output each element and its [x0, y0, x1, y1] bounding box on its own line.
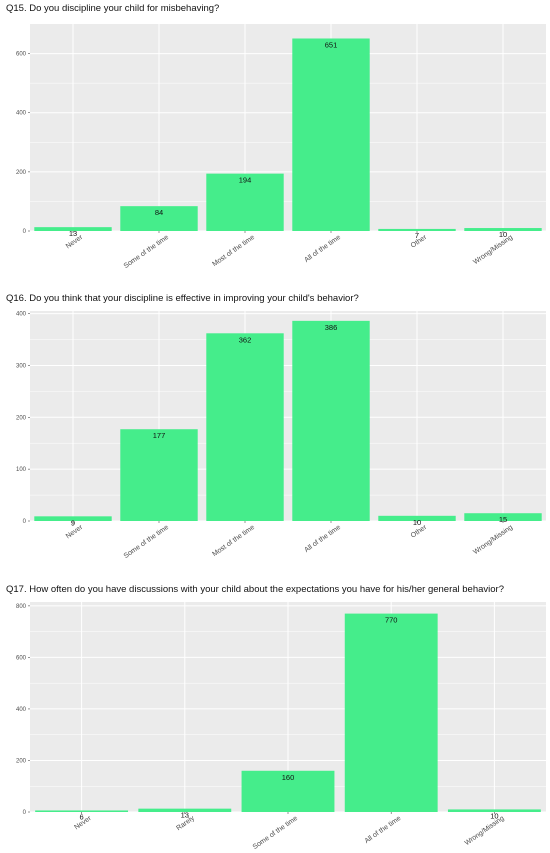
bar — [206, 173, 284, 231]
chart-q16-plot: 01002003004009Never177Some of the time36… — [16, 311, 546, 560]
x-tick-label: Wrong/Missing — [472, 524, 514, 556]
bar — [292, 320, 370, 521]
x-tick-label: Wrong/Missing — [472, 234, 514, 266]
bar-value-label: 10 — [499, 230, 507, 239]
chart-title: Q17. How often do you have discussions w… — [6, 584, 504, 595]
chart-q15: Q15. Do you discipline your child for mi… — [0, 3, 550, 278]
x-tick-label: Some of the time — [252, 815, 299, 851]
chart-q17: Q17. How often do you have discussions w… — [0, 584, 550, 853]
x-tick-label: Some of the time — [123, 234, 170, 270]
x-tick-label: Wrong/Missing — [464, 815, 506, 847]
x-tick-label: Other — [410, 234, 429, 250]
bar — [35, 810, 129, 812]
bar-value-label: 177 — [153, 431, 166, 440]
bar — [447, 809, 541, 812]
chart-title: Q15. Do you discipline your child for mi… — [6, 3, 220, 14]
y-tick-label: 400 — [16, 312, 27, 318]
y-tick-label: 400 — [16, 111, 27, 117]
y-tick-label: 400 — [16, 707, 27, 713]
x-tick-label: Most of the time — [211, 234, 256, 268]
y-tick-label: 600 — [16, 52, 27, 58]
bar-value-label: 194 — [239, 176, 252, 185]
bar-value-label: 362 — [239, 335, 252, 344]
y-tick-label: 200 — [16, 170, 27, 176]
y-tick-label: 300 — [16, 363, 27, 369]
bar — [120, 429, 198, 521]
bar — [464, 228, 542, 231]
chart-q16: Q16. Do you think that your discipline i… — [0, 293, 550, 568]
x-tick-label: All of the time — [303, 234, 342, 264]
bar-value-label: 84 — [155, 208, 163, 217]
plot-background — [30, 24, 546, 231]
bar — [464, 513, 542, 521]
bar — [378, 228, 456, 231]
bar — [34, 227, 112, 231]
y-tick-label: 0 — [23, 519, 27, 525]
bar — [344, 613, 438, 812]
bar-value-label: 160 — [282, 773, 295, 782]
bar-value-label: 10 — [490, 811, 498, 820]
bar — [120, 206, 198, 231]
bar — [378, 515, 456, 521]
bar-value-label: 770 — [385, 616, 398, 625]
bar-value-label: 651 — [325, 40, 338, 49]
bar-value-label: 7 — [415, 231, 419, 240]
x-tick-label: All of the time — [303, 524, 342, 554]
bar — [241, 770, 335, 812]
x-tick-label: All of the time — [364, 815, 403, 845]
bar-value-label: 15 — [499, 515, 507, 524]
y-tick-label: 200 — [16, 415, 27, 421]
x-tick-label: Most of the time — [211, 524, 256, 558]
plot-background — [30, 311, 546, 521]
chart-title: Q16. Do you think that your discipline i… — [6, 293, 359, 304]
y-tick-label: 800 — [16, 604, 27, 610]
y-tick-label: 0 — [23, 229, 27, 235]
bar — [292, 38, 370, 232]
bar — [206, 333, 284, 521]
bar — [138, 808, 232, 812]
y-tick-label: 0 — [23, 810, 27, 816]
y-tick-label: 200 — [16, 758, 27, 764]
y-tick-label: 600 — [16, 655, 27, 661]
x-tick-label: Some of the time — [123, 524, 170, 560]
bar-value-label: 6 — [80, 812, 84, 821]
bar-value-label: 13 — [181, 811, 189, 820]
bar — [34, 516, 112, 521]
bar-value-label: 386 — [325, 323, 338, 332]
bar-value-label: 13 — [69, 229, 77, 238]
y-tick-label: 100 — [16, 467, 27, 473]
